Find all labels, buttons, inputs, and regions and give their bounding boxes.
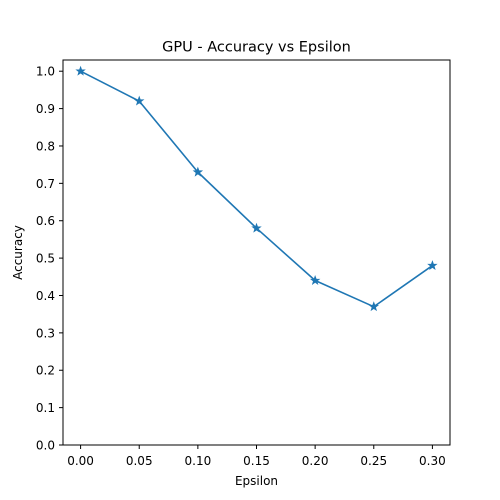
x-axis-label: Epsilon (235, 474, 278, 488)
x-tick-label: 0.20 (302, 454, 329, 468)
x-tick-label: 0.00 (67, 454, 94, 468)
y-tick-label: 0.9 (36, 102, 55, 116)
x-tick-label: 0.10 (185, 454, 212, 468)
y-tick-label: 0.3 (36, 326, 55, 340)
series-group (76, 67, 437, 311)
y-tick-label: 0.0 (36, 439, 55, 453)
x-tick-label: 0.15 (243, 454, 270, 468)
plot-frame (63, 60, 450, 445)
y-tick-label: 0.8 (36, 139, 55, 153)
series-line (81, 71, 433, 306)
y-axis-label: Accuracy (11, 225, 25, 280)
data-point-star (369, 302, 378, 310)
y-tick-label: 0.6 (36, 214, 55, 228)
x-tick-label: 0.05 (126, 454, 153, 468)
x-tick-label: 0.25 (360, 454, 387, 468)
y-tick-label: 0.2 (36, 364, 55, 378)
chart-title: GPU - Accuracy vs Epsilon (162, 40, 351, 56)
axis-ticks: 0.00 0.05 0.10 0.15 0.20 0.25 0.30 0.0 0.1 0.2 0.3… (36, 65, 446, 468)
y-tick-label: 0.7 (36, 177, 55, 191)
y-tick-label: 1.0 (36, 65, 55, 79)
y-tick-label: 0.5 (36, 252, 55, 266)
y-tick-label: 0.4 (36, 289, 55, 303)
x-tick-label: 0.30 (419, 454, 446, 468)
y-tick-label: 0.1 (36, 401, 55, 415)
data-point-star (76, 67, 85, 75)
